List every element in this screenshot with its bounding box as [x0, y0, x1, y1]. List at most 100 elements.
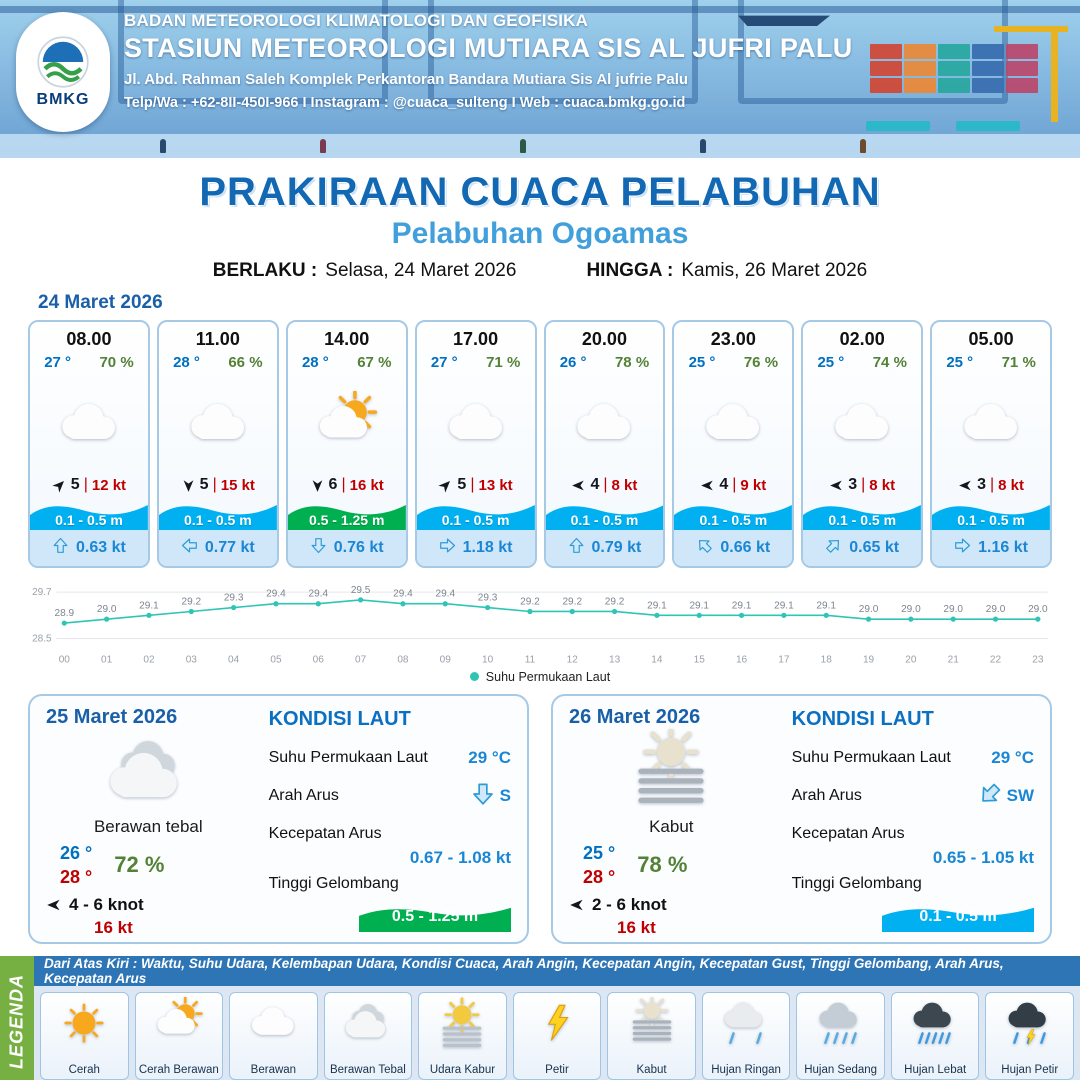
- svg-text:29.4: 29.4: [308, 589, 328, 600]
- forecast-card: 17.00 27 ° 71 % 5 | 13 kt 0.1 - 0.5 m 1.18 kt: [414, 320, 537, 568]
- card-temperature: 25 °: [946, 354, 974, 371]
- svg-text:29.4: 29.4: [435, 589, 455, 600]
- wave-height-value: 0.1 - 0.5 m: [919, 907, 997, 925]
- petir-icon: [531, 997, 583, 1054]
- svg-text:20: 20: [905, 655, 917, 666]
- svg-text:29.1: 29.1: [816, 600, 836, 611]
- legend-item-hujan-ringan: Hujan Ringan: [701, 991, 791, 1080]
- current-direction-icon: [978, 782, 1002, 811]
- current-speed: 1.16 kt: [978, 539, 1028, 556]
- current-direction-icon: [954, 537, 971, 559]
- current-direction-label: Arah Arus: [268, 787, 339, 805]
- card-temperature: 25 °: [688, 354, 716, 371]
- sea-conditions-title: KONDISI LAUT: [791, 707, 934, 730]
- current-speed: 0.79 kt: [591, 539, 642, 556]
- legend-item-label: Cerah Berawan: [138, 1063, 219, 1076]
- wind-direction-icon: [700, 478, 715, 493]
- legend-item-label: Hujan Sedang: [804, 1063, 878, 1076]
- daily-wind-speed: 2 - 6 knot: [592, 894, 667, 914]
- forecast-card: 23.00 25 ° 76 % 4 | 9 kt 0.1 - 0.5 m 0.66 kt: [672, 320, 795, 568]
- legend-item-label: Cerah: [68, 1063, 100, 1076]
- wind-gust: 13 kt: [478, 476, 513, 494]
- forecast-card: 11.00 28 ° 66 % 5 | 15 kt 0.1 - 0.5 m 0.77 kt: [156, 320, 279, 568]
- berawan-icon: [247, 997, 299, 1054]
- valid-from-label: BERLAKU :: [212, 260, 318, 281]
- wave-height-label: Tinggi Gelombang: [268, 874, 399, 892]
- legend-item-petir: Petir: [512, 991, 602, 1080]
- berawan-icon: [546, 371, 664, 476]
- daily-panel-25: 25 Maret 2026 Berawan tebal 26 ° 28 ° 72…: [28, 693, 529, 944]
- wave-height-band: 0.1 - 0.5 m: [158, 498, 277, 530]
- current-direction-icon: [52, 537, 69, 559]
- daily-weather-icon: [569, 728, 774, 817]
- current-row: 1.16 kt: [932, 530, 1050, 566]
- svg-text:09: 09: [440, 655, 452, 666]
- forecast-card: 08.00 27 ° 70 % 5 | 12 kt 0.1 - 0.5 m 0.63 kt: [28, 320, 150, 568]
- berawan-tebal-icon: [342, 997, 394, 1054]
- current-direction-icon: [568, 537, 585, 559]
- wind-direction-icon: [52, 478, 67, 493]
- wind-speed: 5: [70, 476, 80, 493]
- current-speed-value: 0.65 - 1.05 kt: [932, 847, 1034, 867]
- svg-text:00: 00: [59, 655, 71, 666]
- daily-weather-icon: [46, 729, 251, 817]
- wind-direction-icon: [569, 897, 585, 913]
- card-temperature: 25 °: [817, 354, 845, 371]
- legend-item-label: Berawan Tebal: [329, 1063, 406, 1076]
- wind-gust: 9 kt: [740, 476, 767, 494]
- cerah-berawan-icon: [153, 995, 205, 1054]
- current-direction-icon: [696, 537, 713, 559]
- daily-wind-speed: 4 - 6 knot: [69, 894, 144, 914]
- hujan-ringan-icon: [720, 997, 772, 1054]
- wind-speed: 5: [199, 476, 209, 493]
- wind-speed: 4: [590, 476, 600, 493]
- chart-legend-label: Suhu Permukaan Laut: [485, 669, 611, 684]
- chart-legend-dot: [469, 672, 479, 682]
- wind-gust: 15 kt: [220, 476, 255, 494]
- wind-speed: 4: [719, 476, 729, 493]
- valid-to-value: Kamis, 26 Maret 2026: [681, 260, 868, 281]
- daily-temp-min: 25 °: [583, 842, 616, 863]
- wind-direction-icon: [571, 478, 586, 493]
- card-time: 11.00: [195, 329, 240, 349]
- svg-text:29.0: 29.0: [859, 604, 879, 615]
- wave-height-value: 0.1 - 0.5 m: [55, 512, 123, 528]
- legend-item-label: Berawan: [250, 1063, 297, 1076]
- wind-direction-icon: [438, 478, 453, 493]
- svg-text:17: 17: [778, 655, 790, 666]
- wind-gust: 16 kt: [349, 476, 384, 494]
- current-speed: 0.63 kt: [76, 539, 126, 556]
- current-speed: 0.65 kt: [849, 539, 900, 556]
- wind-gust: 8 kt: [998, 476, 1025, 494]
- svg-text:29.1: 29.1: [139, 600, 159, 611]
- svg-text:03: 03: [186, 655, 198, 666]
- current-speed-label: Kecepatan Arus: [268, 824, 382, 842]
- legend-item-label: Hujan Lebat: [904, 1063, 967, 1076]
- daily-panel-26: 26 Maret 2026 Kabut 25 ° 28 ° 78 % 2 - 6…: [551, 693, 1052, 944]
- forecast-card: 02.00 25 ° 74 % 3 | 8 kt 0.1 - 0.5 m 0.65 kt: [801, 320, 924, 568]
- svg-text:29.0: 29.0: [943, 604, 963, 615]
- wave-height-badge: 0.1 - 0.5 m: [882, 902, 1034, 932]
- wave-height-value: 0.1 - 0.5 m: [957, 512, 1025, 528]
- daily-temp-max: 28 °: [583, 866, 616, 887]
- svg-text:29.3: 29.3: [224, 593, 244, 604]
- svg-text:14: 14: [651, 655, 663, 666]
- svg-text:01: 01: [101, 655, 113, 666]
- svg-text:11: 11: [525, 655, 536, 666]
- sst-chart: 29.7 28.5 28.9 00 29.0 01 29.1 02 29.2 03 29.3 04 29…: [28, 574, 1052, 669]
- card-time: 08.00: [66, 329, 112, 349]
- legend-item-label: Hujan Petir: [1001, 1063, 1059, 1076]
- legend-title: LEGENDA: [0, 955, 34, 1080]
- wave-height-value: 0.1 - 0.5 m: [183, 512, 252, 528]
- svg-text:08: 08: [397, 655, 409, 666]
- svg-text:23: 23: [1032, 655, 1044, 666]
- legend-item-cerah: Cerah: [40, 991, 129, 1080]
- daily-gust: 16 kt: [94, 917, 133, 937]
- agency-name: BADAN METEOROLOGI KLIMATOLOGI DAN GEOFIS…: [124, 11, 589, 30]
- current-speed-value: 0.67 - 1.08 kt: [409, 847, 511, 867]
- daily-temp-min: 26 °: [60, 842, 93, 863]
- daily-condition: Berawan tebal: [93, 816, 203, 836]
- svg-text:29.1: 29.1: [689, 600, 709, 611]
- svg-text:28.9: 28.9: [55, 608, 75, 619]
- wave-height-value: 0.5 - 1.25 m: [391, 907, 479, 925]
